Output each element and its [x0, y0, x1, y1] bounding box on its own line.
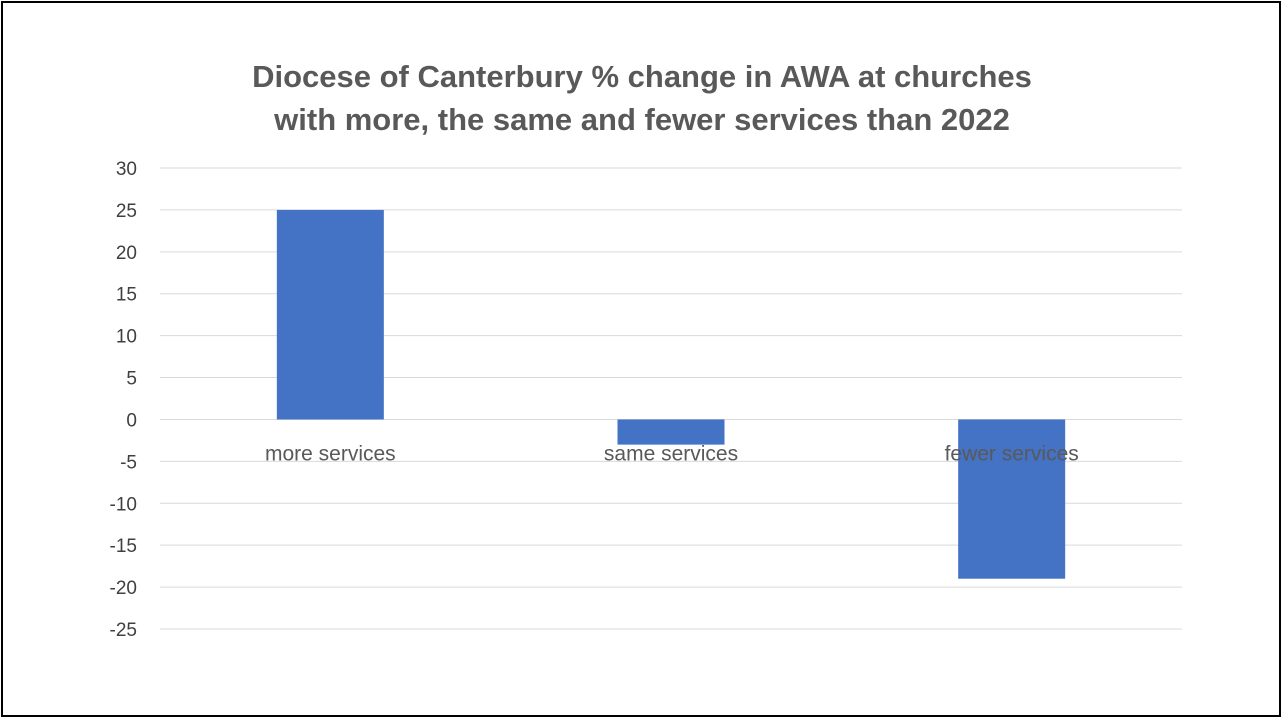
bar-same-services — [617, 419, 725, 445]
bars — [276, 209, 1066, 579]
y-axis-tick-labels: 30 25 20 15 10 5 0 -5 -10 -15 -20 -25 — [110, 159, 137, 641]
y-tick-label: -20 — [110, 578, 137, 599]
bar-fewer-services — [958, 419, 1066, 579]
category-label: fewer services — [945, 442, 1079, 465]
y-tick-label: 15 — [116, 285, 137, 306]
chart-title-line-2: with more, the same and fewer services t… — [274, 102, 1010, 137]
y-tick-label: -15 — [110, 536, 137, 557]
y-tick-label: 20 — [116, 243, 137, 264]
y-tick-label: 10 — [116, 327, 137, 348]
chart-title-line-1: Diocese of Canterbury % change in AWA at… — [252, 59, 1032, 94]
bar-more-services — [276, 209, 384, 420]
y-tick-label: 25 — [116, 201, 137, 222]
y-tick-label: 5 — [126, 369, 137, 390]
y-tick-label: -25 — [110, 620, 137, 641]
y-tick-label: 30 — [116, 159, 137, 180]
y-tick-label: 0 — [126, 410, 137, 431]
chart-title: Diocese of Canterbury % change in AWA at… — [0, 55, 1284, 141]
y-tick-label: -5 — [120, 452, 137, 473]
category-label: same services — [604, 442, 738, 465]
category-labels: more services same services fewer services — [265, 442, 1079, 465]
category-label: more services — [265, 442, 396, 465]
y-tick-label: -10 — [110, 494, 137, 515]
